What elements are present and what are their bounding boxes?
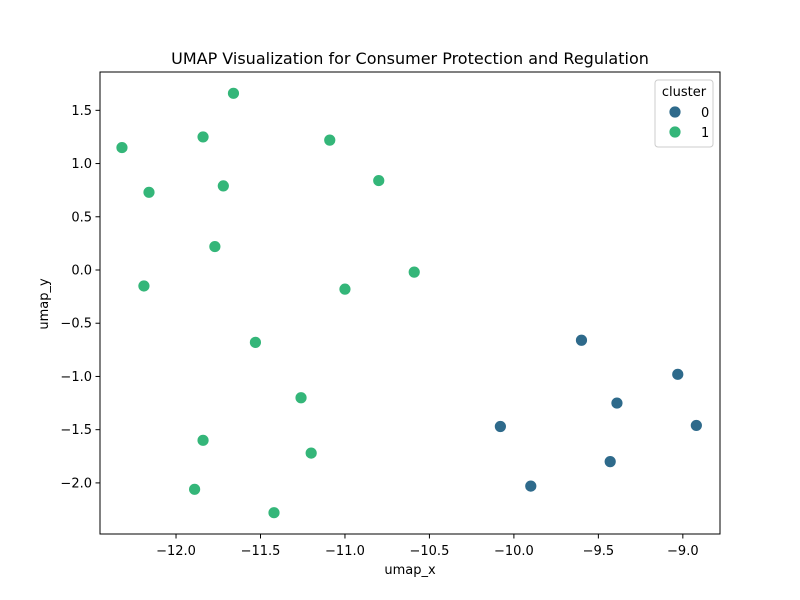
x-tick-label: −10.0	[494, 544, 534, 559]
y-tick-label: 0.0	[71, 264, 92, 279]
x-tick-label: −12.0	[156, 544, 196, 559]
cluster-0-point	[610, 396, 624, 410]
cluster-1-point	[227, 86, 240, 100]
legend: cluster 0 1	[654, 79, 714, 148]
cluster-1-point	[407, 265, 421, 279]
cluster-1-point	[196, 130, 210, 144]
y-tick-label: −1.5	[60, 423, 92, 438]
cluster-1-point	[249, 335, 262, 349]
x-tick-label: −9.0	[667, 544, 699, 559]
legend-marker-1	[668, 125, 682, 139]
cluster-1-point	[115, 141, 129, 154]
cluster-1-point	[294, 391, 308, 405]
cluster-1-point	[267, 506, 281, 520]
cluster-0-point	[671, 367, 685, 381]
legend-title: cluster	[662, 85, 707, 100]
y-tick-label: 0.5	[71, 210, 92, 225]
x-axis-title: umap_x	[384, 563, 436, 578]
cluster-1-point	[208, 240, 222, 253]
cluster-1-point	[196, 433, 210, 447]
y-tick-label: −0.5	[60, 317, 92, 332]
x-tick-label: −9.5	[583, 544, 615, 559]
x-tick-label: −10.5	[410, 544, 450, 559]
cluster-0-point	[575, 333, 588, 347]
cluster-1-point	[338, 282, 352, 296]
x-tick-label: −11.5	[241, 544, 281, 559]
cluster-1-point	[137, 279, 151, 293]
legend-marker-0	[668, 105, 682, 119]
y-tick-label: 1.5	[71, 104, 92, 119]
cluster-1-point	[188, 482, 202, 496]
plot-area: −12.0 −11.5 −11.0 −10.5 −10.0 −9.5 −9.0 −2.0 −1.…	[60, 71, 721, 559]
y-tick-label: −1.0	[60, 370, 92, 385]
y-tick-label: −2.0	[60, 476, 92, 491]
cluster-1-point	[372, 174, 386, 187]
legend-label-0: 0	[701, 106, 709, 121]
y-tick-label: 1.0	[71, 157, 92, 172]
cluster-1-point	[304, 446, 318, 460]
cluster-1-point	[142, 185, 156, 199]
y-axis-title: umap_y	[37, 278, 52, 330]
cluster-1-point	[323, 133, 337, 147]
cluster-1-point	[216, 179, 230, 193]
cluster-0-point	[524, 479, 538, 493]
x-tick-label: −11.0	[325, 544, 365, 559]
plot-frame	[99, 71, 721, 535]
chart-title: UMAP Visualization for Consumer Protecti…	[171, 49, 649, 68]
cluster-0-point	[603, 455, 617, 469]
legend-label-1: 1	[701, 126, 709, 141]
cluster-0-point	[493, 420, 507, 433]
cluster-0-point	[689, 419, 703, 432]
